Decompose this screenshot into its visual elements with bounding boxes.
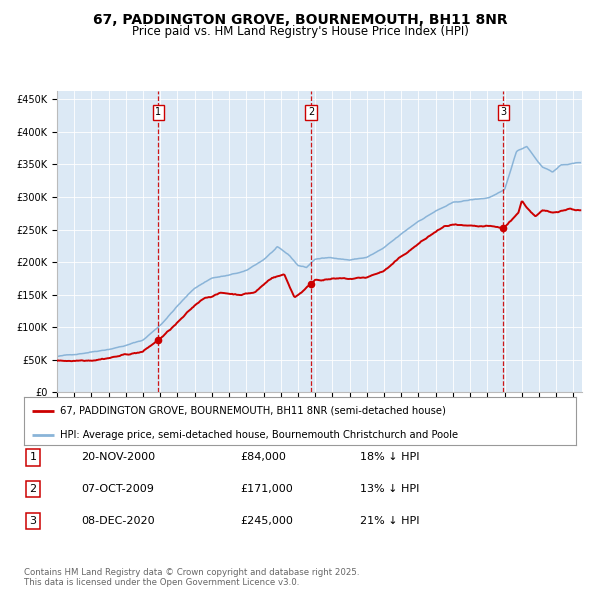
Text: 3: 3: [29, 516, 37, 526]
Text: 08-DEC-2020: 08-DEC-2020: [81, 516, 155, 526]
Text: 67, PADDINGTON GROVE, BOURNEMOUTH, BH11 8NR (semi-detached house): 67, PADDINGTON GROVE, BOURNEMOUTH, BH11 …: [60, 405, 446, 415]
Text: 13% ↓ HPI: 13% ↓ HPI: [360, 484, 419, 494]
Text: 07-OCT-2009: 07-OCT-2009: [81, 484, 154, 494]
Text: 3: 3: [500, 107, 506, 117]
Text: HPI: Average price, semi-detached house, Bournemouth Christchurch and Poole: HPI: Average price, semi-detached house,…: [60, 430, 458, 440]
Text: 1: 1: [155, 107, 161, 117]
Text: £84,000: £84,000: [240, 453, 286, 462]
Text: 1: 1: [29, 453, 37, 462]
Text: 67, PADDINGTON GROVE, BOURNEMOUTH, BH11 8NR: 67, PADDINGTON GROVE, BOURNEMOUTH, BH11 …: [92, 13, 508, 27]
Text: 18% ↓ HPI: 18% ↓ HPI: [360, 453, 419, 462]
Text: 2: 2: [308, 107, 314, 117]
Text: £245,000: £245,000: [240, 516, 293, 526]
Text: 20-NOV-2000: 20-NOV-2000: [81, 453, 155, 462]
Text: Contains HM Land Registry data © Crown copyright and database right 2025.
This d: Contains HM Land Registry data © Crown c…: [24, 568, 359, 587]
Text: 2: 2: [29, 484, 37, 494]
Text: Price paid vs. HM Land Registry's House Price Index (HPI): Price paid vs. HM Land Registry's House …: [131, 25, 469, 38]
Text: 21% ↓ HPI: 21% ↓ HPI: [360, 516, 419, 526]
Text: £171,000: £171,000: [240, 484, 293, 494]
